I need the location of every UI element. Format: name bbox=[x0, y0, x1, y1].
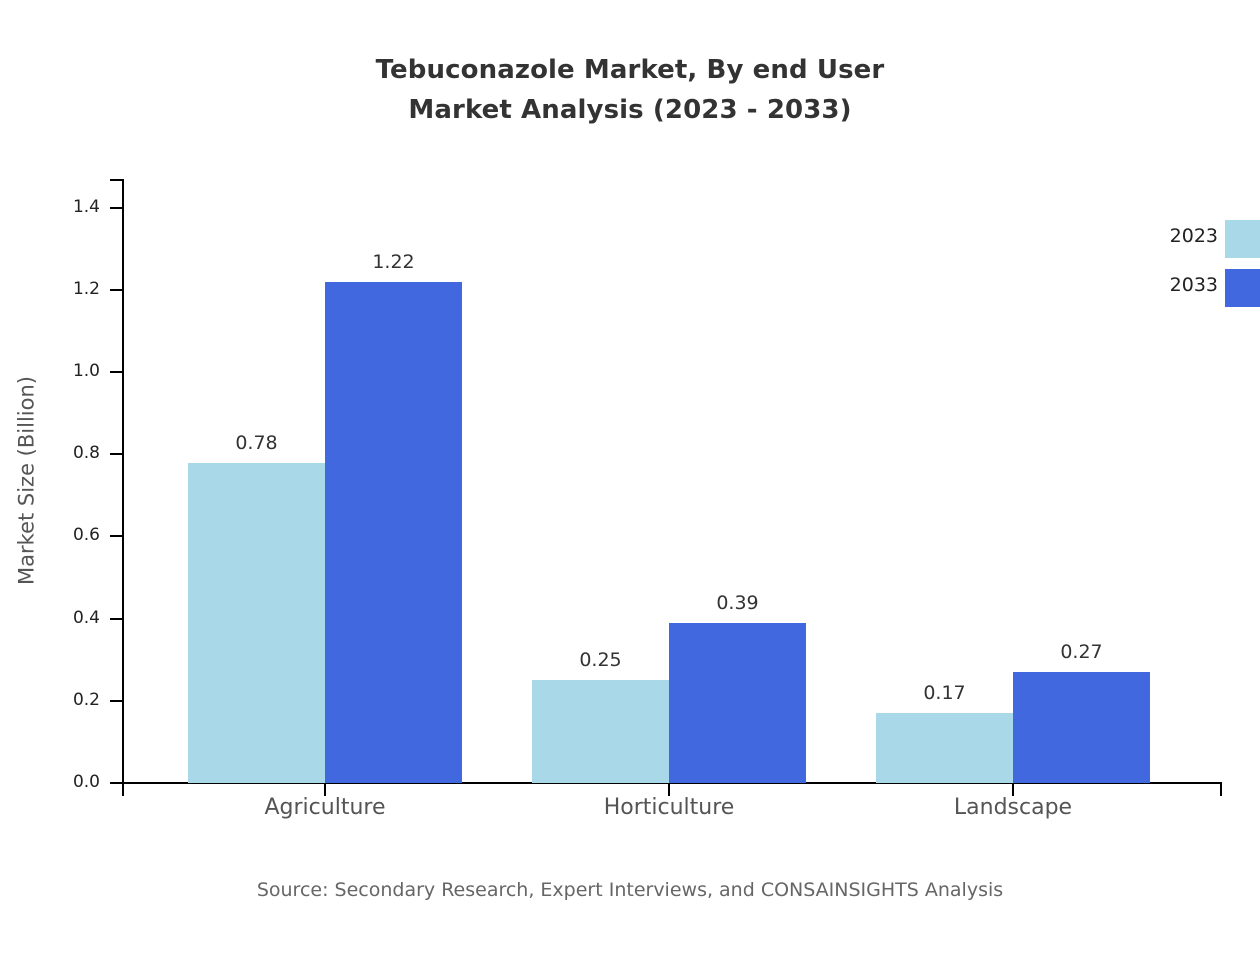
bar-value-label: 0.78 bbox=[235, 431, 278, 454]
legend: 2023 2033 bbox=[1120, 215, 1260, 313]
bar-landscape-2023[interactable] bbox=[876, 713, 1013, 783]
x-tick-mark bbox=[668, 784, 670, 796]
legend-label: 2033 bbox=[1169, 274, 1218, 296]
y-tick-label: 1.0 bbox=[72, 361, 100, 382]
y-tick-label: 0.8 bbox=[72, 443, 100, 464]
x-tick-mark bbox=[1012, 784, 1014, 796]
y-axis-top-cap bbox=[110, 179, 124, 181]
y-tick-label: 0.0 bbox=[72, 772, 100, 792]
y-tick-label: 0.2 bbox=[72, 689, 100, 710]
plot-area: 0.78 1.22 0.25 0.39 0.17 0.27 bbox=[122, 179, 1222, 783]
y-axis-line bbox=[122, 179, 124, 796]
y-tick-label: 1.2 bbox=[72, 278, 100, 299]
page-title: Tebuconazole Market, By end User Market … bbox=[0, 50, 1260, 130]
x-axis-line bbox=[110, 782, 1222, 784]
y-tick-mark bbox=[110, 453, 122, 456]
y-tick-mark bbox=[110, 288, 122, 291]
legend-swatch-2023 bbox=[1225, 220, 1260, 258]
y-tick-mark bbox=[110, 699, 122, 702]
y-tick-mark bbox=[110, 206, 122, 209]
bar-value-label: 0.39 bbox=[716, 591, 759, 614]
x-tick-label: Horticulture bbox=[603, 795, 735, 820]
source-note: Source: Secondary Research, Expert Inter… bbox=[256, 879, 1004, 901]
legend-item-2033[interactable]: 2033 bbox=[1120, 264, 1260, 313]
bar-value-label: 1.22 bbox=[372, 250, 415, 273]
x-tick-label: Landscape bbox=[953, 795, 1073, 820]
y-tick-label: 0.6 bbox=[72, 525, 100, 546]
y-tick-mark bbox=[110, 535, 122, 538]
legend-label: 2023 bbox=[1169, 225, 1218, 247]
x-tick-label: Agriculture bbox=[264, 795, 386, 820]
y-tick-label: 1.4 bbox=[72, 196, 100, 217]
title-line-2: Market Analysis (2023 - 2033) bbox=[408, 95, 852, 125]
x-tick-mark bbox=[324, 784, 326, 796]
legend-item-2023[interactable]: 2023 bbox=[1120, 215, 1260, 264]
y-axis-title: Market Size (Billion) bbox=[14, 376, 39, 585]
bar-horticulture-2023[interactable] bbox=[532, 680, 669, 783]
y-tick-mark bbox=[110, 371, 122, 374]
y-tick-label: 0.4 bbox=[72, 607, 100, 628]
legend-swatch-2033 bbox=[1225, 269, 1260, 307]
bar-landscape-2033[interactable] bbox=[1013, 672, 1150, 783]
bar-value-label: 0.25 bbox=[579, 649, 622, 672]
y-tick-mark bbox=[110, 782, 122, 784]
bar-value-label: 0.27 bbox=[1060, 641, 1103, 664]
x-axis-right-cap bbox=[1220, 782, 1222, 796]
y-tick-mark bbox=[110, 617, 122, 620]
bar-agriculture-2023[interactable] bbox=[188, 462, 325, 783]
bar-agriculture-2033[interactable] bbox=[325, 281, 462, 783]
bar-horticulture-2033[interactable] bbox=[669, 622, 806, 783]
title-line-1: Tebuconazole Market, By end User bbox=[375, 55, 885, 85]
bar-value-label: 0.17 bbox=[923, 682, 966, 705]
